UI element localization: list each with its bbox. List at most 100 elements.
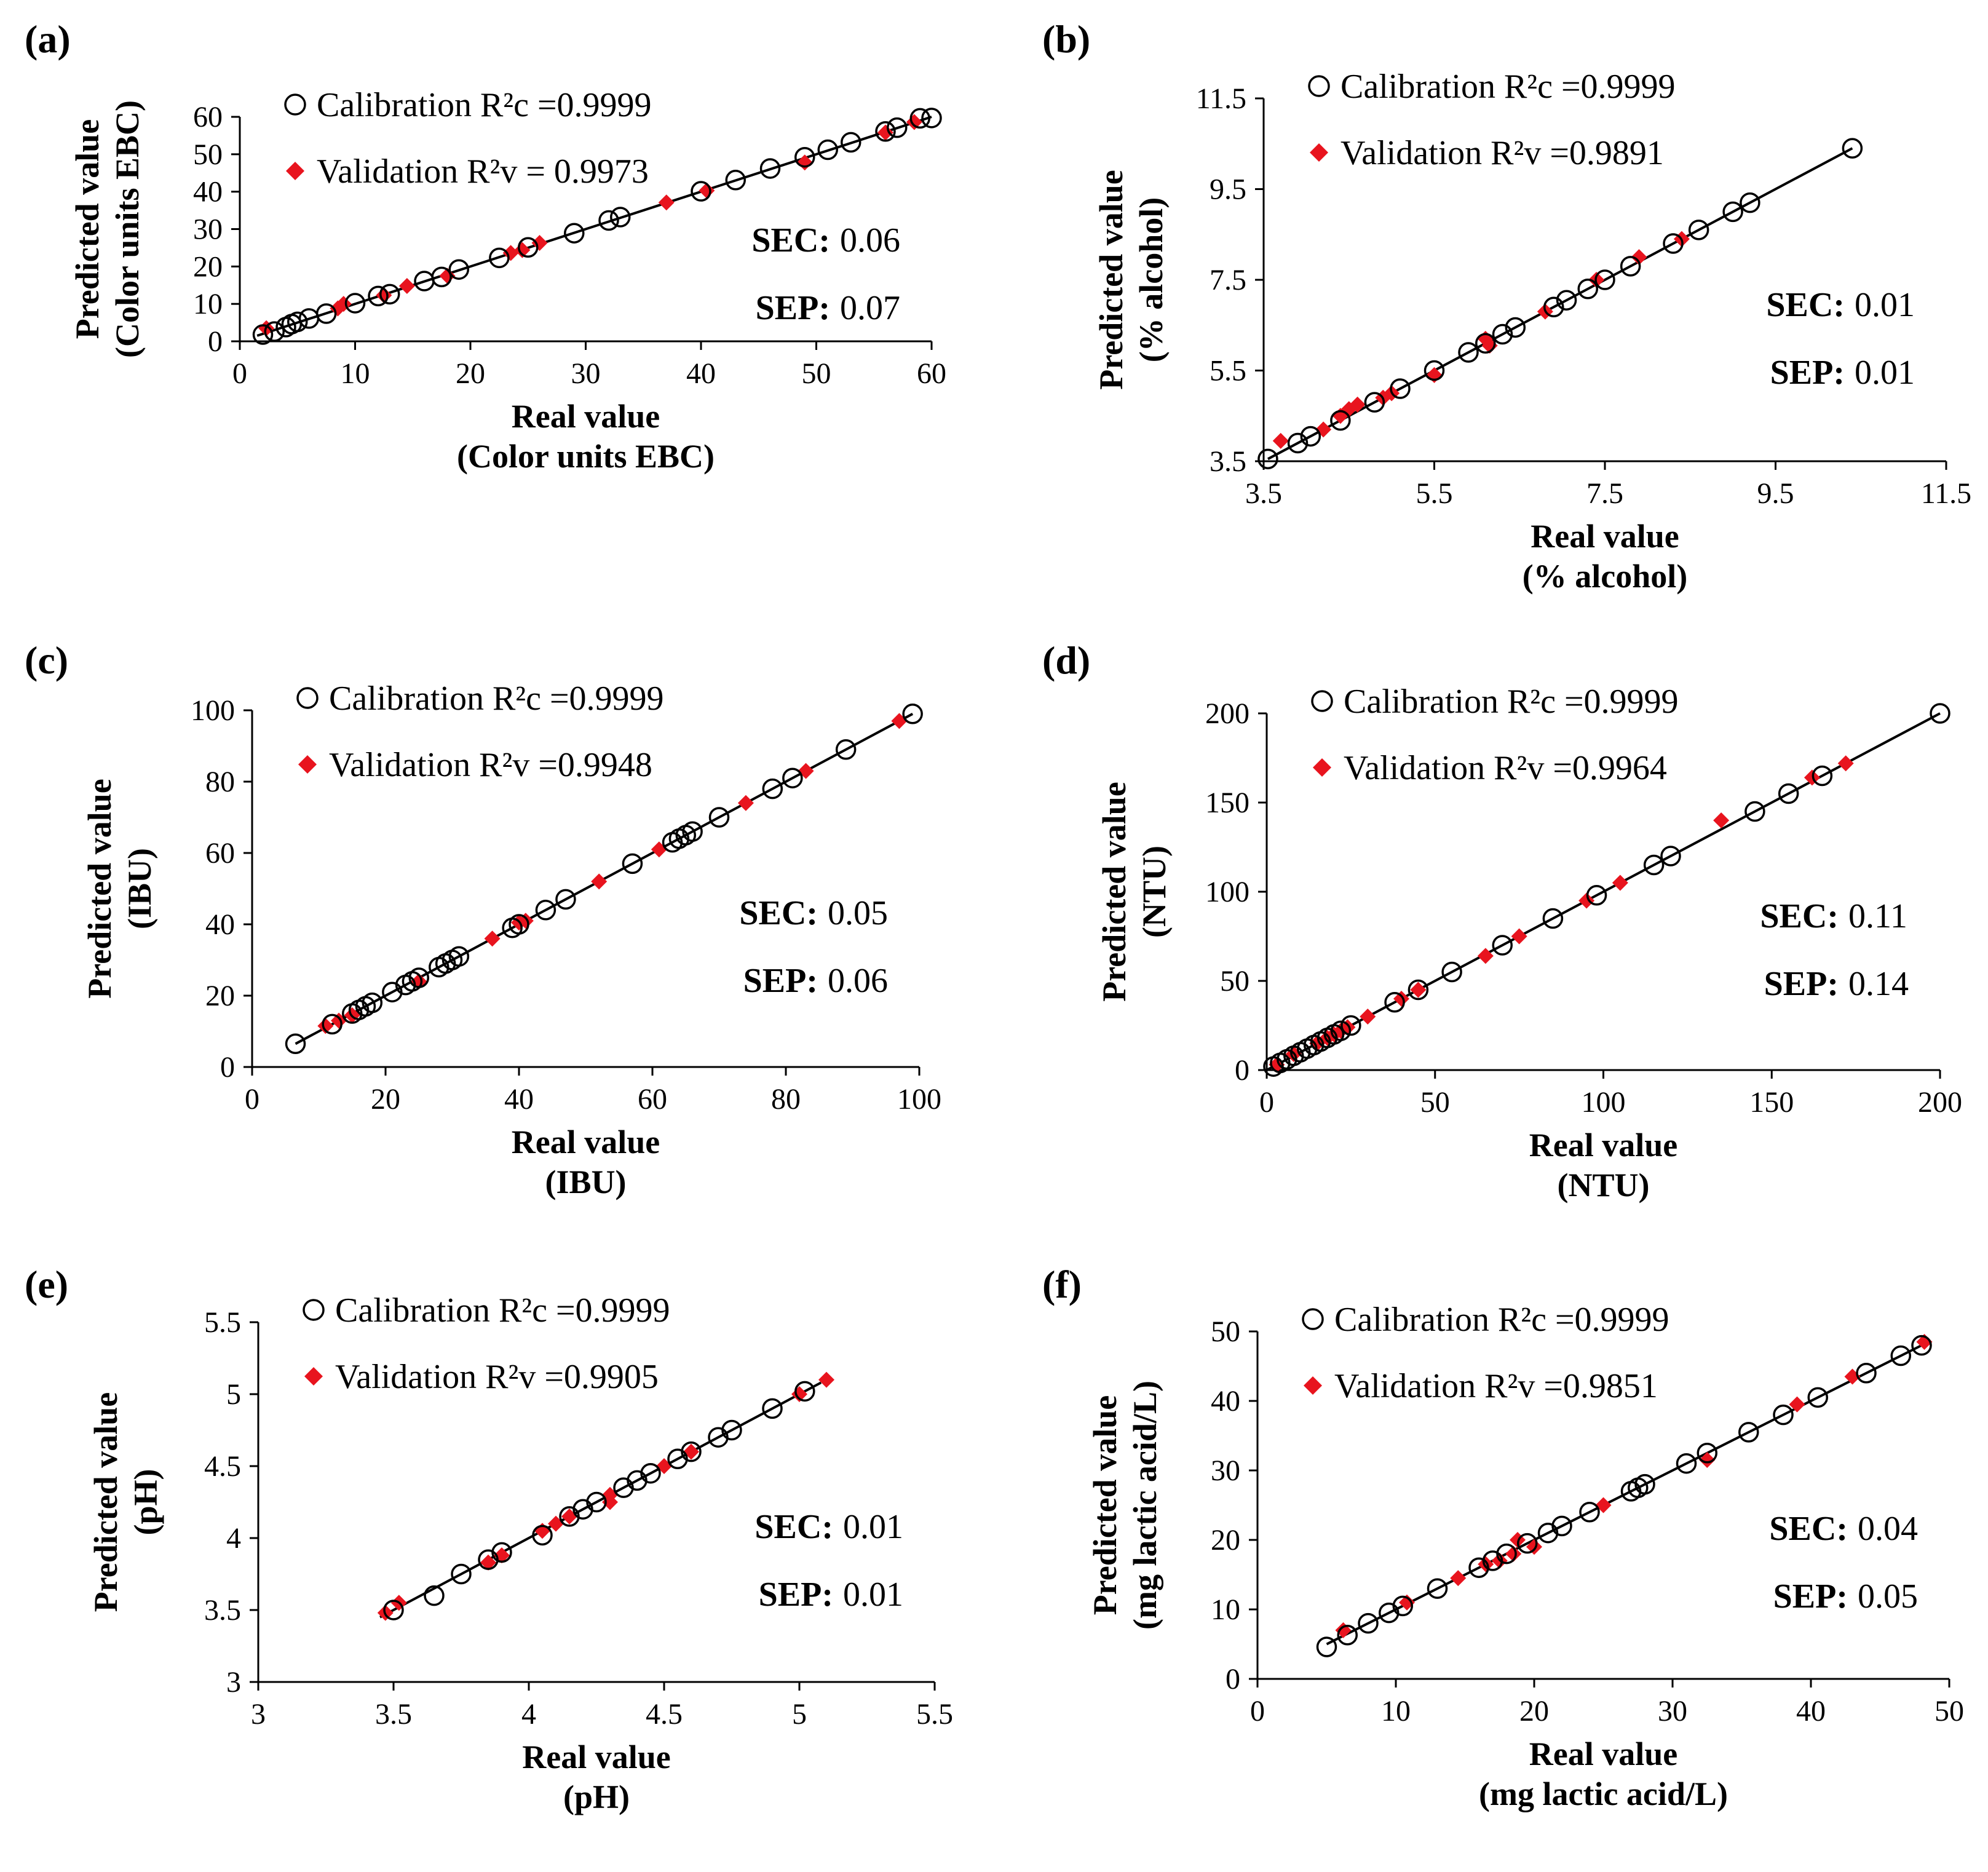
calibration-point <box>794 146 815 168</box>
validation-point <box>1511 928 1527 945</box>
calibration-point <box>431 266 452 288</box>
legend: Calibration R²c =0.9999 Validation R²v =0… <box>1311 683 1679 787</box>
calibration-point <box>1424 360 1445 381</box>
calibration-point <box>586 1491 607 1513</box>
y-axis-title: Predicted value <box>87 1392 124 1612</box>
calibration-point <box>1384 992 1405 1013</box>
x-tick-label: 4 <box>521 1698 536 1731</box>
x-tick-label: 4.5 <box>646 1698 683 1731</box>
y-tick-label: 7.5 <box>1210 264 1246 296</box>
calibration-point <box>379 284 400 305</box>
validation-point <box>1505 1545 1522 1562</box>
legend-calibration-label: Calibration R²c =0.9999 <box>1334 1301 1669 1339</box>
calibration-point <box>1856 1363 1877 1384</box>
validation-point <box>658 194 675 211</box>
legend: Calibration R²c =0.9999 Validation R²v =0… <box>303 1291 670 1396</box>
validation-point <box>1410 982 1427 998</box>
x-tick-label: 80 <box>771 1083 801 1116</box>
x-tick-label: 40 <box>686 357 716 390</box>
sec-label: SEC: <box>739 894 818 932</box>
x-tick-label: 3 <box>251 1698 266 1731</box>
validation-point <box>1789 1396 1805 1413</box>
calibration-point <box>1778 783 1799 804</box>
calibration-point <box>1556 290 1577 311</box>
chart-panel-2: (b) 3.5 5.5 7.5 9.5 11.5 3.5 5.5 7.5 9.5 11.5 Real … <box>1042 17 1971 595</box>
legend-calibration-marker <box>1311 690 1333 712</box>
calibration-point <box>1773 1404 1794 1426</box>
validation-point <box>1477 948 1494 964</box>
sep-value: 0.01 <box>1855 354 1915 392</box>
legend-calibration-marker <box>1308 75 1330 97</box>
y-tick-label: 200 <box>1205 697 1249 730</box>
calibration-point <box>448 946 470 967</box>
calibration-point <box>368 285 389 307</box>
validation-point <box>398 277 415 294</box>
calibration-point <box>1542 908 1564 929</box>
calibration-point <box>1812 765 1833 787</box>
calibration-point <box>622 853 643 875</box>
sep-value: 0.05 <box>1858 1577 1918 1616</box>
x-tick-label: 20 <box>456 357 485 390</box>
y-tick-label: 3.5 <box>204 1594 241 1627</box>
legend-validation-label: Validation R²v =0.9891 <box>1341 134 1664 172</box>
validation-point <box>531 235 548 252</box>
x-tick-label: 30 <box>1658 1695 1687 1727</box>
calibration-point <box>794 1381 815 1402</box>
x-axis-subtitle: (IBU) <box>545 1164 627 1200</box>
y-axis-title: Predicted value <box>69 119 106 339</box>
x-axis-title: Real value <box>1529 1127 1677 1164</box>
sec-label: SEC: <box>751 221 830 260</box>
legend-validation-label: Validation R²v =0.9851 <box>1334 1367 1658 1405</box>
calibration-point <box>1890 1345 1911 1366</box>
x-tick-label: 60 <box>638 1083 667 1116</box>
y-tick-label: 3.5 <box>1210 445 1246 478</box>
validation-point <box>683 1443 699 1460</box>
y-axis-subtitle: (mg lactic acid/L) <box>1127 1381 1163 1630</box>
panel-label: (f) <box>1042 1263 1082 1306</box>
calibration-point <box>518 237 539 258</box>
calibration-point <box>383 1600 404 1620</box>
calibration-point <box>640 1462 661 1484</box>
y-tick-label: 40 <box>205 908 235 941</box>
calibration-point <box>1930 703 1950 724</box>
calibration-point <box>887 117 908 138</box>
sec-label: SEC: <box>754 1508 833 1546</box>
y-axis-subtitle: (NTU) <box>1136 846 1173 938</box>
calibration-point <box>489 247 510 269</box>
sep-value: 0.14 <box>1848 965 1909 1003</box>
calibration-point <box>491 1542 512 1563</box>
calibration-point <box>252 324 274 345</box>
legend-calibration-label: Calibration R²c =0.9999 <box>335 1291 670 1330</box>
y-tick-label: 4.5 <box>204 1450 241 1483</box>
y-tick-label: 80 <box>205 766 235 798</box>
legend: Calibration R²c =0.9999 Validation R²v =0… <box>1302 1301 1669 1405</box>
calibration-point <box>875 121 896 142</box>
calibration-point <box>564 223 585 244</box>
x-tick-label: 0 <box>1250 1695 1265 1727</box>
legend-calibration-label: Calibration R²c =0.9999 <box>1341 68 1676 106</box>
y-tick-label: 50 <box>1220 965 1249 997</box>
x-tick-label: 10 <box>341 357 370 390</box>
calibration-point <box>362 992 383 1013</box>
calibration-point <box>1744 801 1765 822</box>
y-tick-label: 20 <box>193 250 223 283</box>
fit-line <box>1267 147 1853 461</box>
calibration-point <box>448 259 469 280</box>
calibration-point <box>1492 323 1513 345</box>
sec-value: 0.01 <box>843 1508 903 1546</box>
validation-point <box>656 1458 672 1474</box>
validation-point <box>602 1494 618 1510</box>
sec-label: SEC: <box>1769 1510 1848 1548</box>
chart-panel-5: (e) 3 3.5 4 4.5 5 5.5 3 3.5 4 4.5 5 5.5 Real value (pH… <box>25 1263 953 1815</box>
calibration-point <box>1663 233 1684 254</box>
calibration-point <box>509 914 529 935</box>
calibration-point <box>1475 333 1496 354</box>
calibration-point <box>1496 1543 1517 1565</box>
x-axis-title: Real value <box>512 1124 660 1160</box>
calibration-point <box>555 889 576 910</box>
calibration-point <box>344 293 366 314</box>
legend-validation-marker <box>304 1367 323 1386</box>
y-tick-label: 150 <box>1205 787 1249 819</box>
validation-point <box>651 841 667 858</box>
x-tick-label: 11.5 <box>1921 477 1971 510</box>
